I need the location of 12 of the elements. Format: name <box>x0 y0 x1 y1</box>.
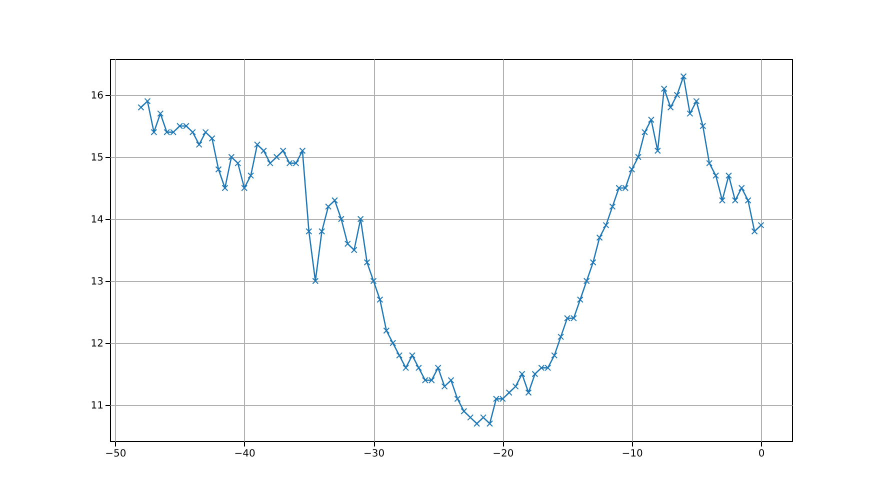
y-tick-label: 14 <box>90 214 104 226</box>
y-tick-label: 15 <box>90 152 104 164</box>
x-tick-label: −40 <box>234 448 256 460</box>
y-tick-label: 13 <box>90 276 104 288</box>
x-tick-label: −30 <box>363 448 385 460</box>
x-tick-label: −20 <box>492 448 514 460</box>
x-tick-label: −50 <box>105 448 126 460</box>
x-tick-label: −10 <box>622 448 643 460</box>
x-tick-label: 0 <box>758 448 765 460</box>
y-tick-label: 11 <box>90 400 104 412</box>
y-tick-label: 16 <box>90 90 104 102</box>
y-tick-label: 12 <box>90 338 104 350</box>
